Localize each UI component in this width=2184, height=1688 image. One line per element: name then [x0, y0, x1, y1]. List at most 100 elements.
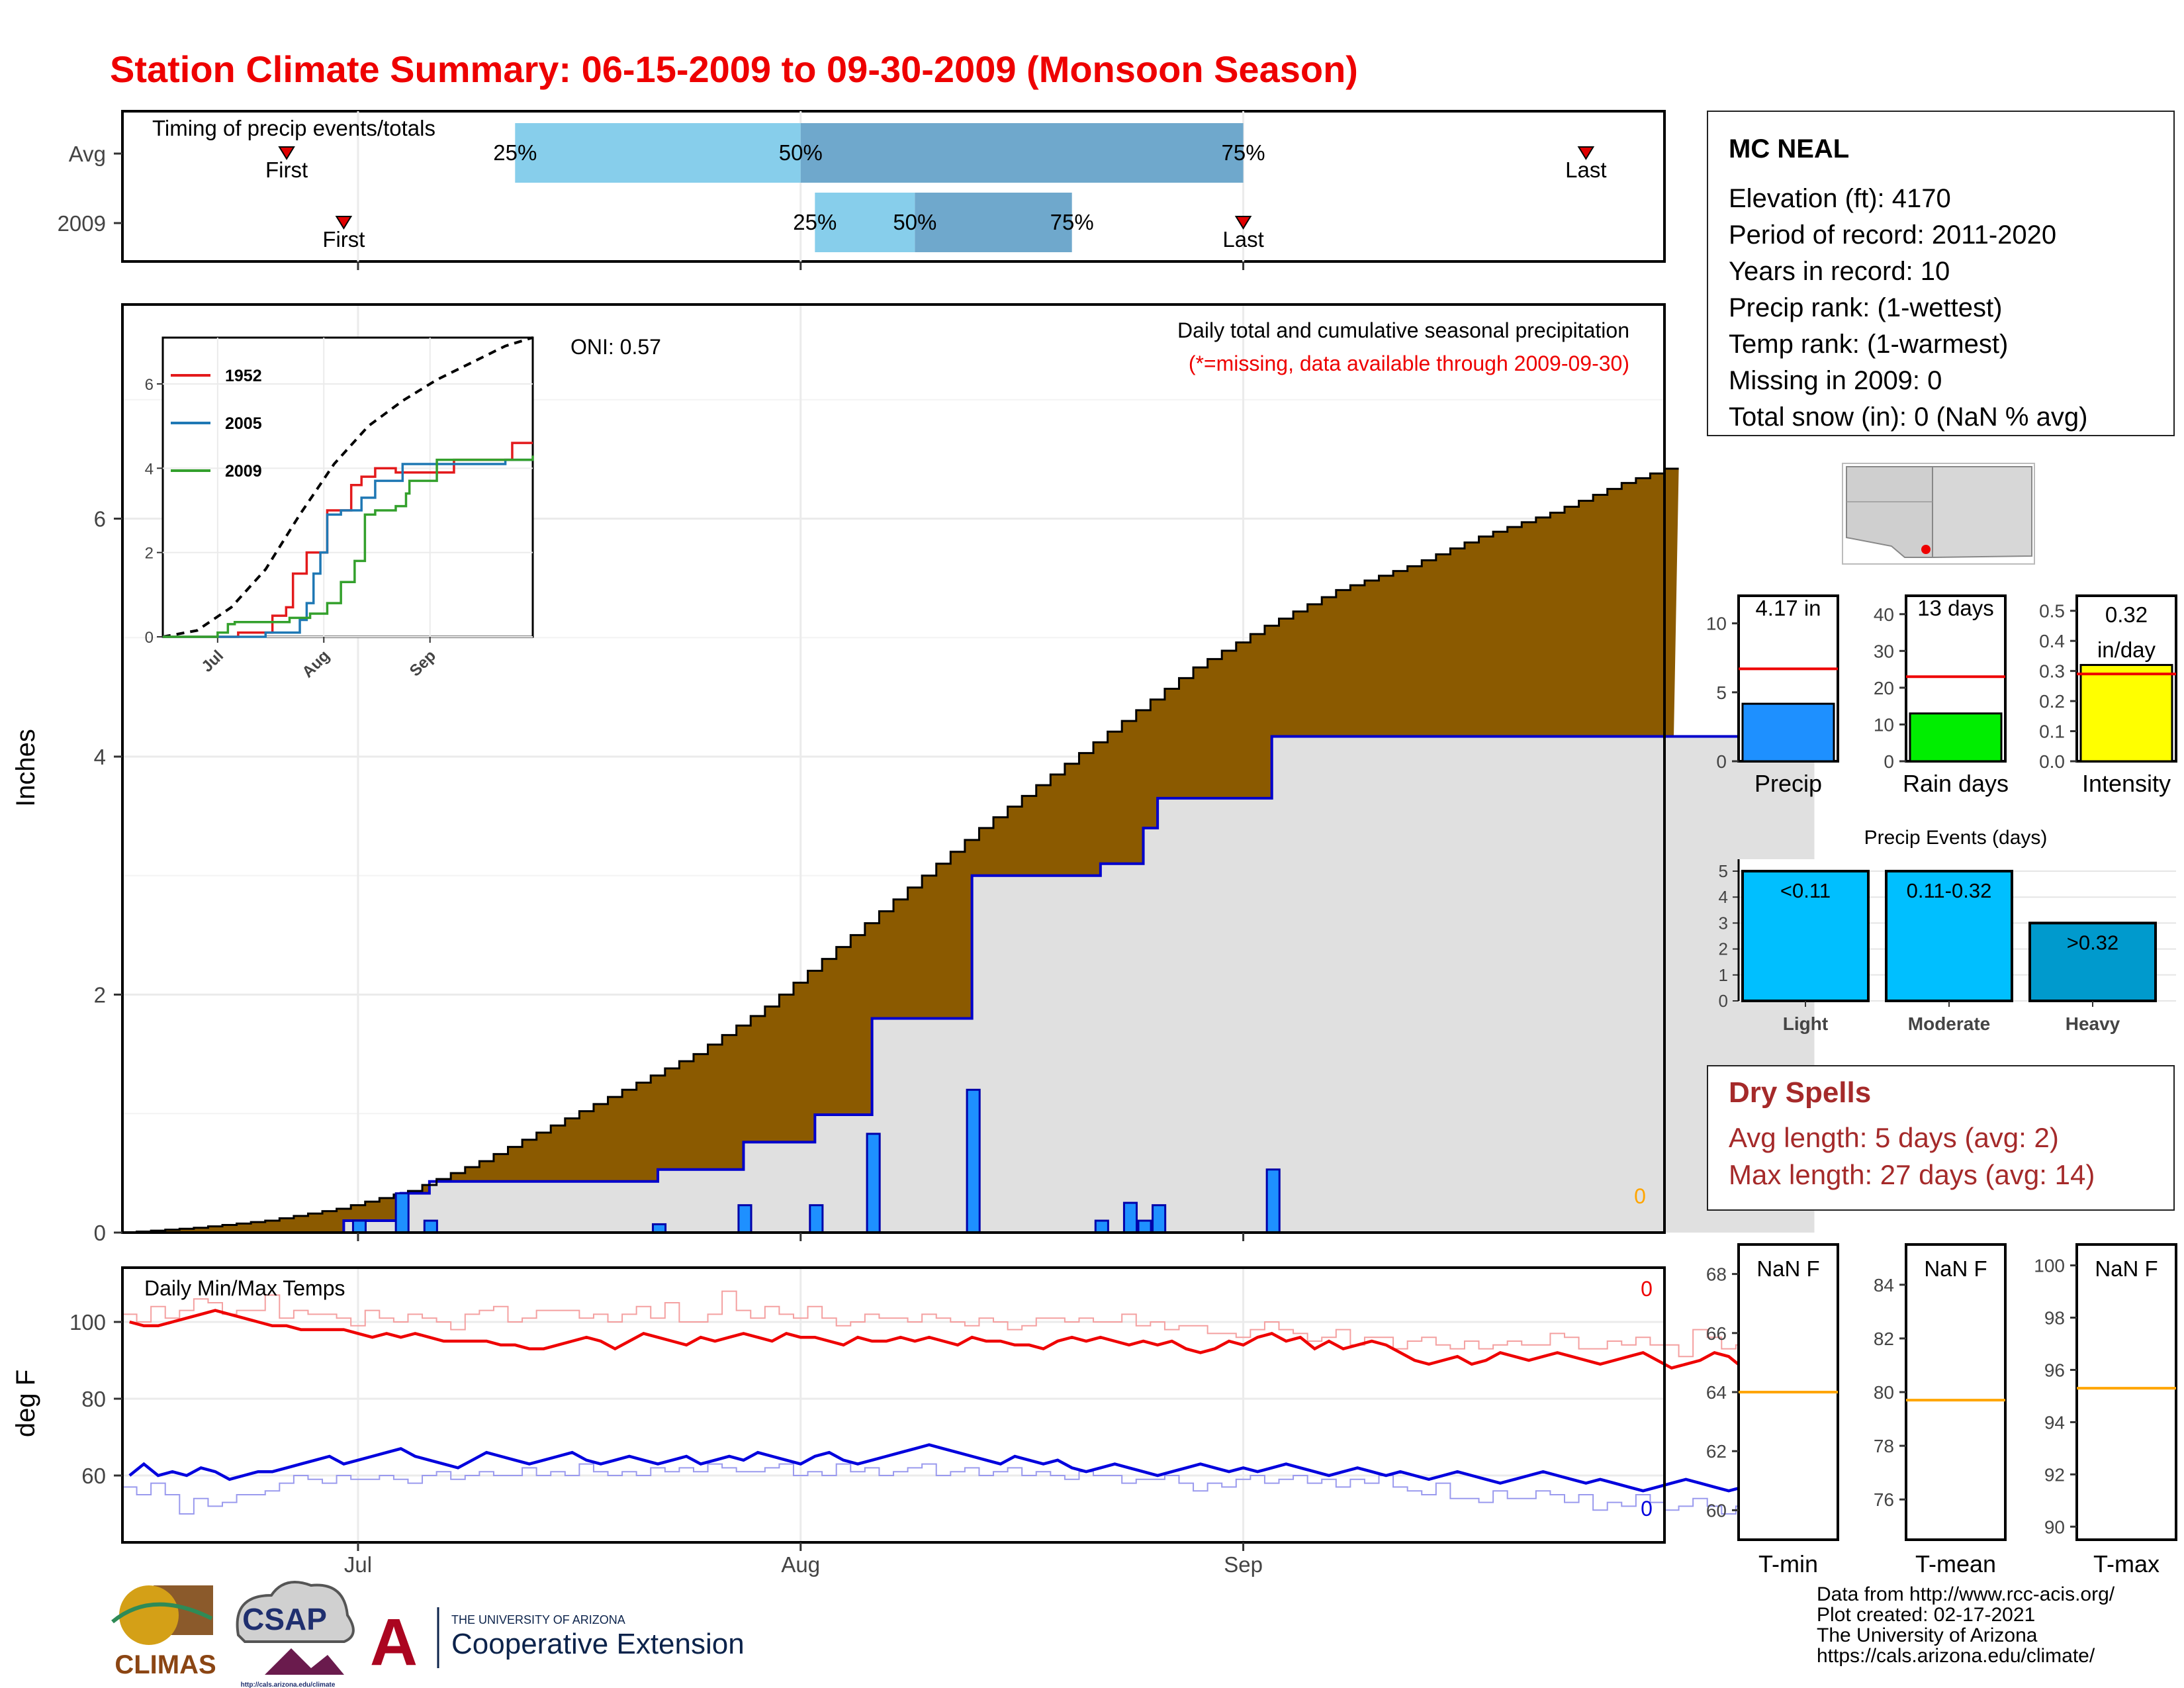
inset-series-line [163, 442, 533, 638]
events-category: Light [1783, 1013, 1828, 1034]
temps-ytick-label: 60 [81, 1464, 106, 1488]
daily-precip-bar [394, 1192, 410, 1234]
daily-precip-bar [866, 1133, 881, 1234]
xtick-label: Sep [1224, 1552, 1263, 1577]
events-category: Heavy [2066, 1013, 2120, 1034]
ua-logo-bg [363, 1605, 426, 1668]
temps-ytick-label: 80 [81, 1387, 106, 1411]
cumulative-2009-line [342, 735, 1815, 1233]
timing-bar-25-50 [515, 123, 801, 183]
footer-text: Data from http://www.rcc-acis.org/Plot c… [1817, 1583, 2115, 1667]
main-ylabel: Inches [11, 729, 40, 807]
temperature-bar-charts: 60 62 64 66 68 NaN F T-min 76 78 80 82 84 NaN F T-mea… [1706, 1243, 2177, 1577]
csap-mountain-icon [265, 1648, 344, 1675]
map-state-east [1932, 466, 2032, 559]
small-chart-category: Precip [1754, 770, 1822, 797]
min-2009-line [128, 1443, 1801, 1497]
csap-logo-text: CSAP [242, 1602, 327, 1636]
temp-chart-value-label: NaN F [1924, 1256, 1987, 1281]
timing-last-marker [1577, 146, 1595, 160]
timing-p50-label: 50% [893, 210, 936, 234]
timing-p50-label: 50% [779, 140, 823, 165]
temp-chart-ytick-label: 60 [1706, 1500, 1727, 1521]
timing-row-label: Avg [69, 142, 106, 166]
timing-p75-label: 75% [1050, 210, 1094, 234]
daily-precip-bar [423, 1219, 438, 1234]
temps-bg [122, 1268, 1664, 1542]
dry-spells-title: Dry Spells [1729, 1076, 1871, 1109]
inset-series-line [163, 455, 534, 638]
inset-series-line [163, 458, 533, 638]
main-frame [121, 303, 1666, 1234]
dry-spells-box [1707, 1065, 2175, 1211]
small-chart-ytick-label: 0.4 [2039, 631, 2065, 651]
temps-title: Daily Min/Max Temps [144, 1276, 345, 1300]
events-category: Moderate [1908, 1013, 1990, 1034]
right-column: MC NEAL Elevation (ft): 4170 Period of rec… [1707, 111, 2175, 1211]
inset-legend-label: 1952 [225, 367, 262, 385]
inset-ytick-label: 0 [145, 629, 154, 647]
temp-chart-frame [1905, 1243, 2007, 1541]
footer-line: Data from http://www.rcc-acis.org/ [1817, 1583, 2115, 1605]
events-title: Precip Events (days) [1864, 827, 2048, 849]
main-title: Daily total and cumulative seasonal prec… [1177, 318, 1629, 342]
ua-big-text: Cooperative Extension [451, 1628, 745, 1660]
small-chart-ytick-label: 0.3 [2039, 661, 2065, 682]
temp-chart-category: T-mean [1915, 1550, 1996, 1577]
timing-first-marker [335, 216, 353, 230]
xtick-label: Jul [344, 1552, 372, 1577]
daily-precip-bar [809, 1204, 824, 1234]
inset-ytick-label: 6 [145, 376, 154, 394]
footer-line: The University of Arizona [1817, 1624, 2038, 1646]
shared-x-axis: Jul Aug Sep [344, 261, 1263, 1577]
temp-chart-ytick-label: 68 [1706, 1264, 1727, 1285]
events-ytick-label: 0 [1719, 991, 1728, 1011]
small-chart-bar [1741, 702, 1835, 763]
small-chart-value-label: 0.32 [2105, 602, 2148, 627]
avg-cumulative-outline [122, 467, 1679, 1234]
temp-chart-category: T-max [2093, 1550, 2160, 1577]
temp-chart-ytick-label: 94 [2044, 1412, 2065, 1432]
events-ytick-label: 5 [1719, 861, 1728, 881]
timing-bar-50-75 [800, 123, 1244, 183]
small-chart-bar [2079, 664, 2173, 763]
temps-ylabel: deg F [11, 1370, 40, 1437]
temp-chart-ytick-label: 90 [2044, 1517, 2065, 1537]
daily-precip-bar [1152, 1204, 1167, 1234]
temp-chart-ytick-label: 84 [1874, 1275, 1894, 1295]
temp-chart-ytick-label: 98 [2044, 1308, 2065, 1329]
xtick-label: Aug [781, 1552, 820, 1577]
inset-ytick-label: 2 [145, 545, 154, 563]
timing-last-marker [1234, 216, 1252, 230]
events-ytick-label: 4 [1719, 887, 1728, 907]
events-ytick-label: 3 [1719, 913, 1728, 933]
small-chart-ytick-label: 0.0 [2039, 751, 2065, 772]
daily-precip-bar [737, 1204, 752, 1234]
daily-precip-bar [966, 1088, 981, 1234]
dry-spells-line: Max length: 27 days (avg: 14) [1729, 1159, 2095, 1190]
station-info-line: Elevation (ft): 4170 [1729, 184, 1951, 213]
timing-p75-label: 75% [1222, 140, 1265, 165]
temp-chart-category: T-min [1758, 1550, 1818, 1577]
missing-max-label: 0 [1641, 1277, 1653, 1301]
station-box [1707, 111, 2175, 436]
temp-chart-ytick-label: 82 [1874, 1329, 1894, 1349]
timing-last-label: Last [1565, 158, 1606, 182]
small-chart-value-label: 13 days [1917, 596, 1994, 620]
timing-p25-label: 25% [793, 210, 837, 234]
small-chart-ytick-label: 40 [1874, 604, 1894, 625]
temp-chart-frame [2075, 1243, 2177, 1541]
daily-precip-bar [1094, 1219, 1109, 1234]
dry-spells-line: Avg length: 5 days (avg: 2) [1729, 1122, 2059, 1153]
page-title: Station Climate Summary: 06-15-2009 to 0… [110, 48, 1358, 90]
min-avg-line [122, 1463, 1807, 1515]
daily-precip-bar [1122, 1201, 1138, 1234]
temps-frame [121, 1266, 1666, 1544]
temp-chart-ytick-label: 100 [2034, 1256, 2065, 1276]
station-name: MC NEAL [1729, 134, 1849, 164]
small-chart-ytick-label: 10 [1874, 714, 1894, 735]
missing-min-label: 0 [1641, 1497, 1653, 1521]
small-bar-charts: 0 5 10 4.17 in Precip 0 10 20 30 40 13 days Rain da… [1706, 594, 2177, 797]
main-ytick-label: 4 [94, 745, 106, 769]
